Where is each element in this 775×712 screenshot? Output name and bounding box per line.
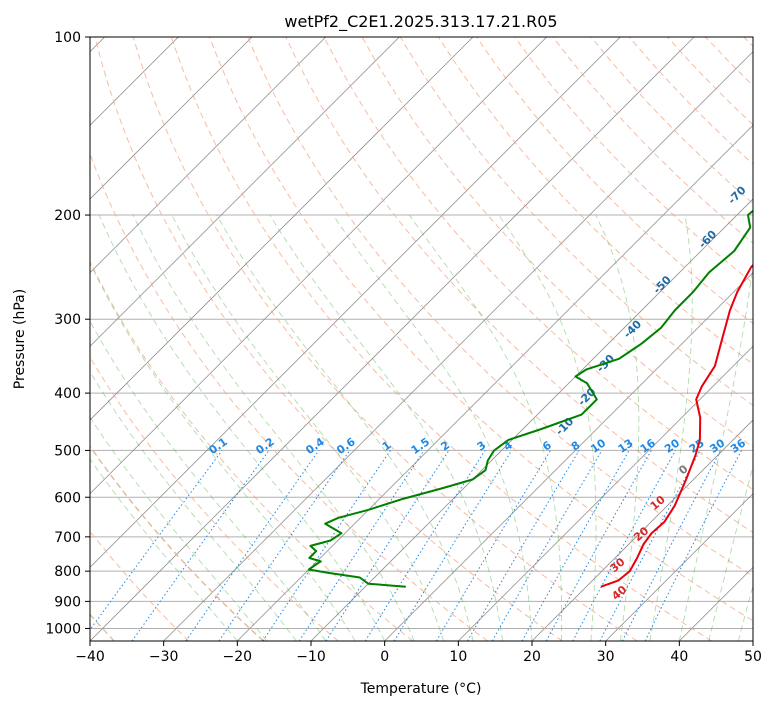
x-tick-label: −30 xyxy=(149,649,179,665)
x-tick-label: 30 xyxy=(597,649,615,665)
y-tick-label: 300 xyxy=(54,312,81,328)
y-tick-label: 200 xyxy=(54,208,81,224)
chart-title: wetPf2_C2E1.2025.313.17.21.R05 xyxy=(284,12,557,32)
x-tick-label: 50 xyxy=(744,649,762,665)
x-tick-label: −20 xyxy=(223,649,253,665)
x-axis-label: Temperature (°C) xyxy=(360,681,482,697)
y-tick-label: 100 xyxy=(54,30,81,46)
y-tick-label: 600 xyxy=(54,490,81,506)
y-tick-label: 900 xyxy=(54,594,81,610)
y-tick-label: 1000 xyxy=(45,621,81,637)
y-axis-label: Pressure (hPa) xyxy=(12,289,28,389)
x-tick-label: 20 xyxy=(523,649,541,665)
x-tick-label: −40 xyxy=(75,649,105,665)
y-tick-label: 400 xyxy=(54,386,81,402)
x-tick-label: −10 xyxy=(296,649,326,665)
y-tick-label: 800 xyxy=(54,564,81,580)
y-tick-label: 500 xyxy=(54,443,81,459)
y-tick-label: 700 xyxy=(54,530,81,546)
x-tick-label: 10 xyxy=(449,649,467,665)
x-tick-label: 0 xyxy=(380,649,389,665)
x-tick-label: 40 xyxy=(670,649,688,665)
